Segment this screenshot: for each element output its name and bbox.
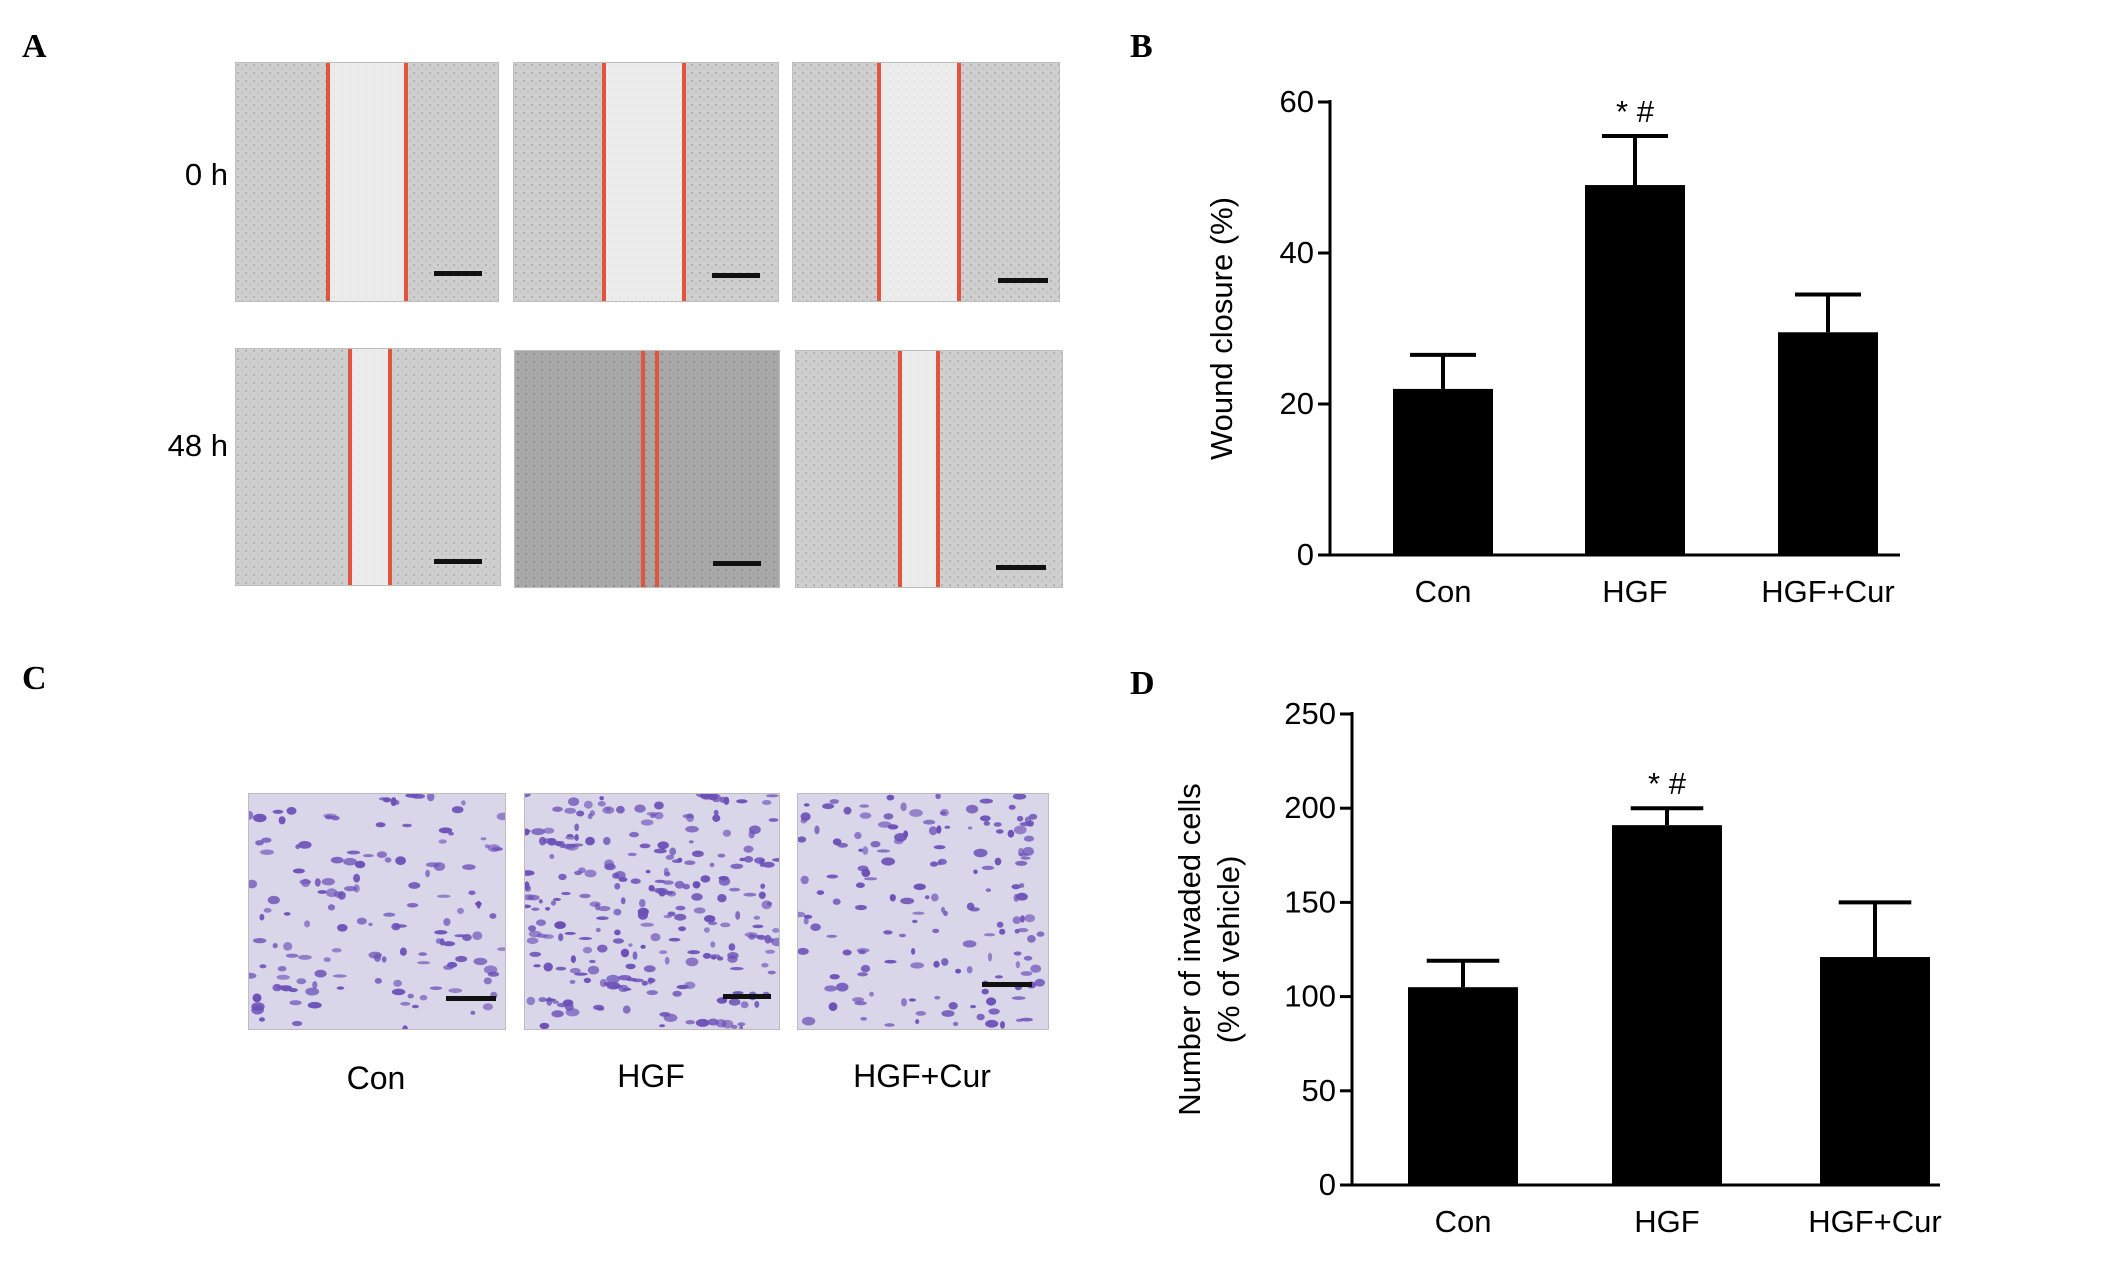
y-tick-label: 150 [1284,884,1336,919]
stained-cells-hgfcur [798,794,1045,1029]
y-tick-label: 60 [1280,84,1314,119]
y-tick-label: 50 [1302,1073,1336,1108]
x-tick-label: HGF [1602,574,1667,609]
invasion-image-hgf [524,793,780,1030]
y-axis-label: Number of invaded cells [1172,783,1207,1116]
caption-con: Con [346,1060,406,1096]
wound-image-hgfcur-0h [792,62,1060,302]
bar [1778,332,1878,555]
wound-image-hgf-48h [514,350,780,588]
y-tick-label: 0 [1319,1167,1336,1202]
chart-invaded-cells-svg: 0 50 100 150 200 250 Number of invaded cells (%… [1172,696,1942,1239]
panel-letter-a: A [22,28,47,65]
x-tick-label: Con [1435,1204,1492,1239]
significance-label: * # [1616,94,1655,129]
wound-image-hgf-0h [513,62,779,302]
y-tick-label: 20 [1280,386,1314,421]
y-tick-label: 0 [1297,537,1314,572]
y-tick-label: 40 [1280,235,1314,270]
chart-wound-closure: 0 20 40 60 Wound closure (%) Con HGF * # HGF+Cur [1180,60,1940,660]
panel-letter-b: B [1130,28,1153,65]
wound-image-con-0h [235,62,499,302]
y-tick-label: 200 [1284,790,1336,825]
bar [1408,987,1518,1185]
caption-hgf-cur: HGF+Cur [853,1058,991,1094]
bar [1585,185,1685,556]
y-axis-label: Wound closure (%) [1204,197,1239,460]
wound-image-con-48h [235,348,501,586]
x-tick-label: HGF [1634,1204,1699,1239]
row-label-48h: 48 h [167,428,228,463]
caption-hgf: HGF [617,1058,685,1094]
bar [1820,957,1930,1185]
chart-wound-closure-svg: 0 20 40 60 Wound closure (%) Con HGF * # HGF+Cur [1204,84,1900,609]
y-axis-label: (% of vehicle) [1211,856,1246,1044]
wound-image-hgfcur-48h [795,350,1063,588]
x-tick-label: Con [1415,574,1472,609]
significance-label: * # [1648,766,1687,801]
x-tick-label: HGF+Cur [1761,574,1895,609]
panel-letter-d: D [1130,665,1155,702]
bar [1612,825,1722,1185]
chart-invaded-cells: 0 50 100 150 200 250 Number of invaded cells (%… [1160,690,1980,1280]
panel-letter-c: C [22,660,47,697]
y-tick-label: 250 [1284,696,1336,731]
y-tick-label: 100 [1284,979,1336,1014]
row-label-0h: 0 h [184,157,228,192]
bar [1393,388,1493,555]
invasion-image-hgfcur [797,793,1049,1030]
invasion-image-con [248,793,506,1030]
x-tick-label: HGF+Cur [1808,1204,1942,1239]
stained-cells-con [249,794,505,1029]
stained-cells-hgf [525,794,779,1029]
